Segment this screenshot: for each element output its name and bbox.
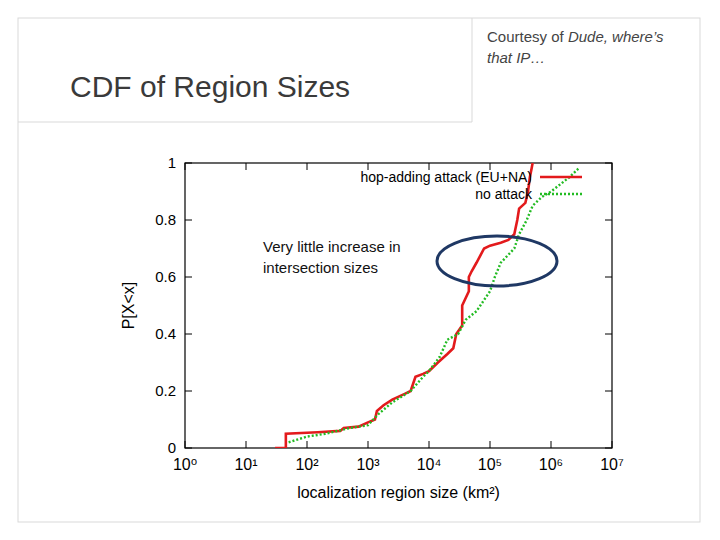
y-tick-label: 0.6 xyxy=(155,268,176,285)
y-tick xyxy=(185,334,192,335)
legend-label: hop-adding attack (EU+NA) xyxy=(360,169,532,185)
x-tick-label: 10¹ xyxy=(234,456,257,473)
credit-prefix: Courtesy of xyxy=(487,28,564,45)
y-tick-label: 0.4 xyxy=(155,325,176,342)
x-tick-label: 10⁰ xyxy=(173,456,197,473)
y-axis-label: P[X<x] xyxy=(120,282,137,330)
y-tick-label: 0.2 xyxy=(155,382,176,399)
x-tick xyxy=(551,163,552,170)
x-tick xyxy=(246,163,247,170)
slide-title: CDF of Region Sizes xyxy=(70,70,350,104)
series-line xyxy=(289,169,579,443)
y-tick xyxy=(605,391,612,392)
y-tick-label: 1 xyxy=(168,154,176,171)
highlight-ellipse xyxy=(437,236,557,286)
x-tick-label: 10⁷ xyxy=(600,456,624,473)
plot-frame xyxy=(185,163,612,448)
credit: Courtesy of Dude, where’s that IP… xyxy=(487,26,692,68)
y-tick xyxy=(185,391,192,392)
y-tick xyxy=(185,220,192,221)
series-group xyxy=(275,163,578,448)
series-line xyxy=(275,163,533,448)
y-tick-label: 0 xyxy=(168,439,176,456)
x-tick-label: 10⁵ xyxy=(478,456,502,473)
x-tick xyxy=(246,441,247,448)
slide: 10⁰ 10¹ 10² 10³ 10⁴ 10⁵ 10⁶ 10⁷ 0 0.2 0.4 0.6 0.8 1 lo… xyxy=(0,0,720,540)
x-tick xyxy=(551,441,552,448)
y-tick-label: 0.8 xyxy=(155,211,176,228)
x-tick-label: 10⁴ xyxy=(417,456,442,473)
annotation: Very little increase in intersection siz… xyxy=(263,236,433,278)
x-tick xyxy=(368,441,369,448)
legend-swatch xyxy=(540,193,582,196)
x-axis-label: localization region size (km²) xyxy=(297,484,500,501)
x-tick-label: 10³ xyxy=(356,456,380,473)
y-tick xyxy=(605,334,612,335)
x-tick xyxy=(307,163,308,170)
x-tick xyxy=(429,441,430,448)
x-tick-label: 10² xyxy=(295,456,319,473)
y-tick xyxy=(605,277,612,278)
x-tick xyxy=(490,441,491,448)
legend-swatch xyxy=(540,176,582,179)
x-tick xyxy=(307,441,308,448)
y-tick xyxy=(185,277,192,278)
x-tick-label: 10⁶ xyxy=(539,456,563,473)
y-tick xyxy=(605,220,612,221)
legend-label: no attack xyxy=(475,186,533,202)
